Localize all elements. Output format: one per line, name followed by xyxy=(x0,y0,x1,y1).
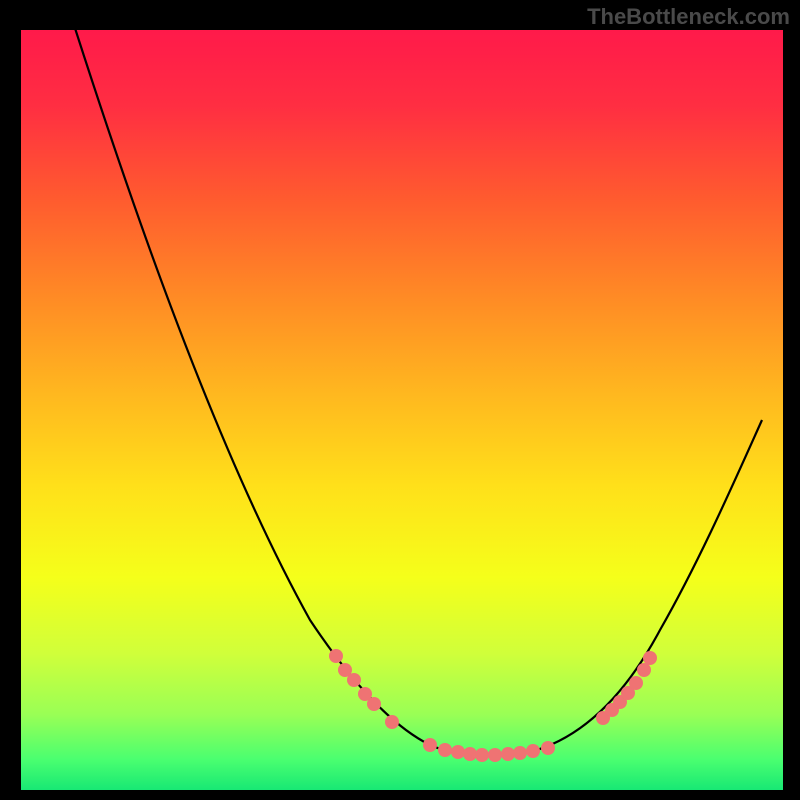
data-point xyxy=(488,748,502,762)
data-point xyxy=(643,651,657,665)
data-point xyxy=(463,747,477,761)
data-point xyxy=(513,746,527,760)
data-point xyxy=(541,741,555,755)
plot-background xyxy=(21,30,783,790)
bottleneck-chart xyxy=(0,0,800,800)
chart-container: TheBottleneck.com xyxy=(0,0,800,800)
data-point xyxy=(475,748,489,762)
data-point xyxy=(385,715,399,729)
data-point xyxy=(501,747,515,761)
data-point xyxy=(329,649,343,663)
data-point xyxy=(367,697,381,711)
data-point xyxy=(347,673,361,687)
data-point xyxy=(629,676,643,690)
data-point xyxy=(423,738,437,752)
data-point xyxy=(451,745,465,759)
data-point xyxy=(637,663,651,677)
data-point xyxy=(526,744,540,758)
data-point xyxy=(438,743,452,757)
watermark-text: TheBottleneck.com xyxy=(587,4,790,30)
